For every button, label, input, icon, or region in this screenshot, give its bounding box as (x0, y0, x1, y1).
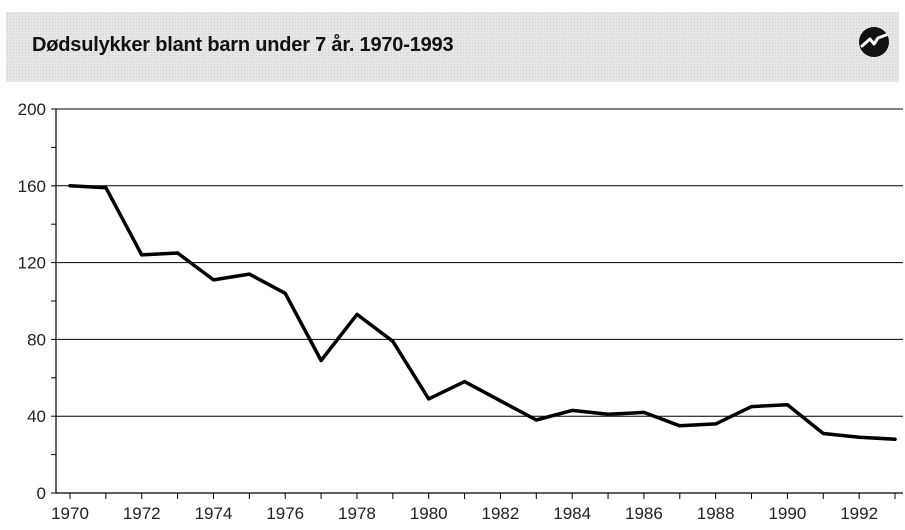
data-point-1975 (247, 272, 251, 276)
data-point-1980 (427, 397, 431, 401)
data-point-1976 (283, 291, 287, 295)
x-tick-label-1986: 1986 (625, 504, 663, 523)
y-tick-label-80: 80 (27, 330, 46, 349)
data-point-1971 (104, 186, 108, 190)
x-tick-label-1990: 1990 (768, 504, 806, 523)
data-point-1978 (355, 312, 359, 317)
data-point-1982 (498, 399, 503, 403)
data-point-1986 (642, 410, 646, 414)
data-point-1984 (570, 408, 574, 413)
x-tick-label-1992: 1992 (840, 504, 878, 523)
data-point-1989 (749, 405, 754, 409)
x-tick-label-1988: 1988 (697, 504, 735, 523)
x-tick-label-1980: 1980 (410, 504, 448, 523)
y-tick-label-200: 200 (18, 100, 46, 119)
x-tick-label-1972: 1972 (123, 504, 161, 523)
series-line-0 (68, 184, 897, 441)
y-tick-label-40: 40 (27, 407, 46, 426)
data-point-1988 (714, 422, 718, 426)
data-point-1985 (606, 412, 610, 416)
chart-title: Dødsulykker blant barn under 7 år. 1970-… (32, 34, 454, 56)
data-point-1973 (176, 251, 180, 255)
y-tick-label-0: 0 (37, 484, 46, 503)
data-point-1983 (534, 418, 538, 422)
title-banner (6, 12, 899, 82)
data-point-1977 (319, 358, 323, 363)
x-tick-label-1974: 1974 (195, 504, 233, 523)
y-tick-label-160: 160 (18, 177, 46, 196)
data-point-1972 (140, 253, 144, 257)
x-tick-label-1970: 1970 (51, 504, 89, 523)
data-point-1992 (857, 435, 861, 439)
y-tick-label-120: 120 (18, 254, 46, 273)
data-point-1993 (893, 437, 897, 441)
data-point-1979 (391, 339, 395, 343)
data-point-1974 (211, 278, 216, 282)
x-tick-label-1978: 1978 (338, 504, 376, 523)
ssb-logo-icon (859, 27, 889, 57)
data-point-1987 (678, 424, 682, 428)
data-point-1990 (785, 403, 789, 407)
data-point-1970 (68, 184, 72, 188)
data-point-1981 (462, 380, 467, 384)
x-tick-label-1976: 1976 (266, 504, 304, 523)
x-tick-label-1982: 1982 (482, 504, 520, 523)
data-point-1991 (821, 431, 825, 436)
x-tick-label-1984: 1984 (553, 504, 591, 523)
